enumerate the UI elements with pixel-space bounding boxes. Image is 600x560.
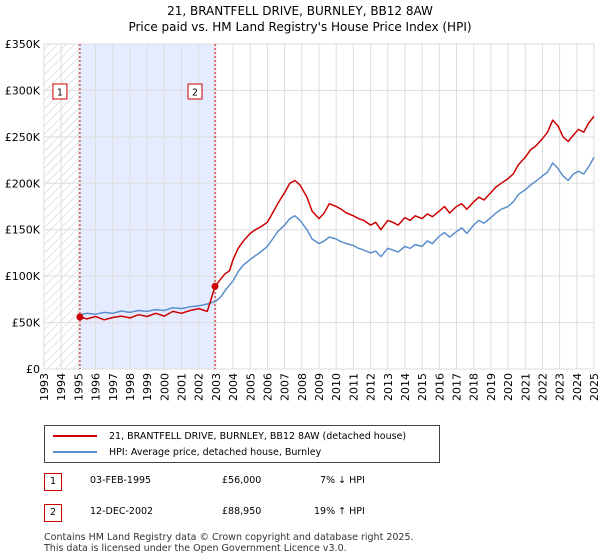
x-tick-label: 1996 (90, 373, 103, 401)
x-tick-label: 2025 (588, 373, 600, 401)
x-tick-label: 2015 (416, 373, 429, 401)
x-tick-label: 2012 (365, 373, 378, 401)
x-tick-label: 2005 (244, 373, 257, 401)
transaction-date: 12-DEC-2002 (90, 506, 154, 517)
legend-label-property: 21, BRANTFELL DRIVE, BURNLEY, BB12 8AW (… (109, 430, 407, 442)
marker-badge (52, 83, 68, 100)
legend-item-hpi: HPI: Average price, detached house, Burn… (53, 445, 321, 459)
legend-label-hpi: HPI: Average price, detached house, Burn… (109, 446, 322, 458)
x-tick-label: 2011 (347, 373, 360, 401)
y-tick-label: £300K (5, 84, 41, 97)
x-tick-label: 2007 (279, 373, 292, 401)
property-price-line (79, 115, 595, 321)
x-tick-label: 2000 (158, 373, 171, 401)
marker-badge-label: 1 (57, 88, 63, 99)
y-tick-label: £50K (12, 317, 41, 330)
x-tick-label: 2020 (502, 373, 515, 401)
x-tick-label: 2009 (313, 373, 326, 401)
transaction-date: 03-FEB-1995 (90, 475, 152, 486)
x-tick-label: 2004 (227, 373, 240, 401)
transaction-price: £56,000 (222, 475, 262, 486)
x-tick-label: 1997 (107, 373, 120, 401)
x-tick-label: 2018 (468, 373, 481, 401)
x-tick-label: 2008 (296, 373, 309, 401)
legend-swatch-hpi (53, 451, 97, 453)
x-tick-label: 1998 (124, 373, 137, 401)
sale-point (211, 282, 219, 290)
x-tick-label: 2001 (176, 373, 189, 401)
x-tick-label: 2010 (330, 373, 343, 401)
footer: Contains HM Land Registry data © Crown c… (44, 532, 414, 554)
transaction-hpi-delta: 7% ↓ HPI (320, 475, 365, 486)
x-tick-label: 2014 (399, 373, 412, 401)
transaction-hpi-delta: 19% ↑ HPI (314, 506, 365, 517)
footer-licence: This data is licensed under the Open Gov… (44, 543, 347, 554)
chart-title: 21, BRANTFELL DRIVE, BURNLEY, BB12 8AW (167, 4, 433, 18)
y-tick-label: £0 (26, 363, 40, 376)
transaction-price: £88,950 (222, 506, 262, 517)
x-tick-label: 1999 (141, 373, 154, 401)
y-tick-label: £100K (5, 270, 41, 283)
x-tick-label: 1993 (38, 373, 51, 401)
x-tick-label: 2024 (571, 373, 584, 401)
x-tick-label: 2006 (261, 373, 274, 401)
chart-subtitle: Price paid vs. HM Land Registry's House … (128, 20, 472, 34)
x-tick-label: 1995 (72, 373, 85, 401)
x-tick-label: 2013 (382, 373, 395, 401)
x-tick-label: 2019 (485, 373, 498, 401)
x-tick-label: 1994 (55, 373, 68, 401)
x-tick-label: 2002 (193, 373, 206, 401)
transaction-badge: 2 (44, 504, 62, 522)
x-tick-label: 2016 (433, 373, 446, 401)
x-tick-label: 2017 (451, 373, 464, 401)
marker-badge-label: 2 (192, 88, 198, 99)
footer-copyright: Contains HM Land Registry data © Crown c… (44, 532, 414, 543)
y-tick-label: £200K (5, 177, 41, 190)
y-tick-label: £350K (5, 38, 41, 51)
x-tick-label: 2023 (554, 373, 567, 401)
sale-point (76, 313, 84, 321)
hpi-line (78, 156, 595, 316)
x-tick-label: 2022 (536, 373, 549, 401)
legend-swatch-property (53, 435, 97, 437)
price-chart: 1 2 £0 £50K £100K £150K £200K £250K £300K £350K 1… (5, 38, 600, 401)
legend-item-property: 21, BRANTFELL DRIVE, BURNLEY, BB12 8AW (… (53, 429, 406, 443)
legend: 21, BRANTFELL DRIVE, BURNLEY, BB12 8AW (… (44, 425, 440, 463)
marker-badge (187, 83, 203, 100)
transaction-badge: 1 (44, 473, 62, 491)
y-tick-label: £250K (5, 131, 41, 144)
x-tick-label: 2021 (519, 373, 532, 401)
y-tick-label: £150K (5, 224, 41, 237)
x-tick-label: 2003 (210, 373, 223, 401)
